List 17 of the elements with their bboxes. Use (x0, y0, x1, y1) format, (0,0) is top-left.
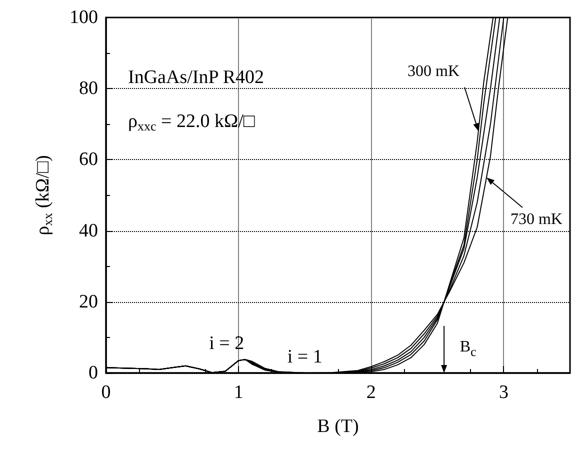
y-tick-label: 100 (70, 7, 98, 28)
annotation: InGaAs/InP R402 (128, 67, 264, 88)
x-tick-label: 3 (498, 382, 508, 403)
y-tick-label: 0 (88, 362, 98, 384)
y-tick-label: 60 (79, 149, 98, 170)
x-tick-label: 0 (101, 382, 111, 403)
y-tick-label: 80 (79, 78, 98, 100)
annotation: i = 2 (209, 332, 244, 354)
x-tick-label: 2 (366, 382, 376, 403)
y-tick-label: 40 (79, 220, 98, 242)
annotation: 300 mK (408, 62, 460, 80)
x-tick-label: 1 (234, 382, 244, 403)
y-axis-title: ρxx (kΩ/□) (32, 155, 55, 236)
y-tick-label: 20 (79, 291, 98, 312)
annotation: i = 1 (287, 346, 322, 368)
annotation: 730 mK (510, 210, 563, 228)
x-axis-title: B (T) (317, 416, 359, 437)
